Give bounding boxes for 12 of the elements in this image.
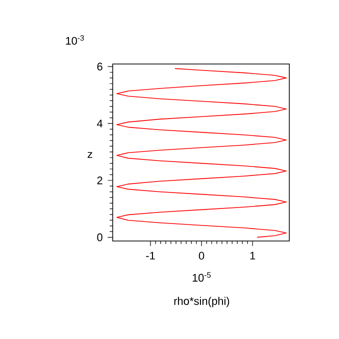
text: 10$^{-5}$	[192, 272, 211, 282]
text: 10$^{-3}$	[66, 35, 84, 45]
y-axis-title: z	[88, 152, 92, 158]
y-tick-label: 2	[97, 176, 102, 184]
x-tick-label: -1	[146, 252, 155, 260]
x-tick-label: 0	[198, 252, 204, 260]
x-axis-title: rho*sin(phi)	[174, 296, 230, 308]
x-tick-label: 1	[250, 252, 256, 260]
y-tick-label: 4	[96, 120, 103, 128]
y-tick-label: 0	[97, 233, 102, 242]
y-tick-label: 6	[97, 62, 102, 70]
line-series	[116, 68, 287, 238]
